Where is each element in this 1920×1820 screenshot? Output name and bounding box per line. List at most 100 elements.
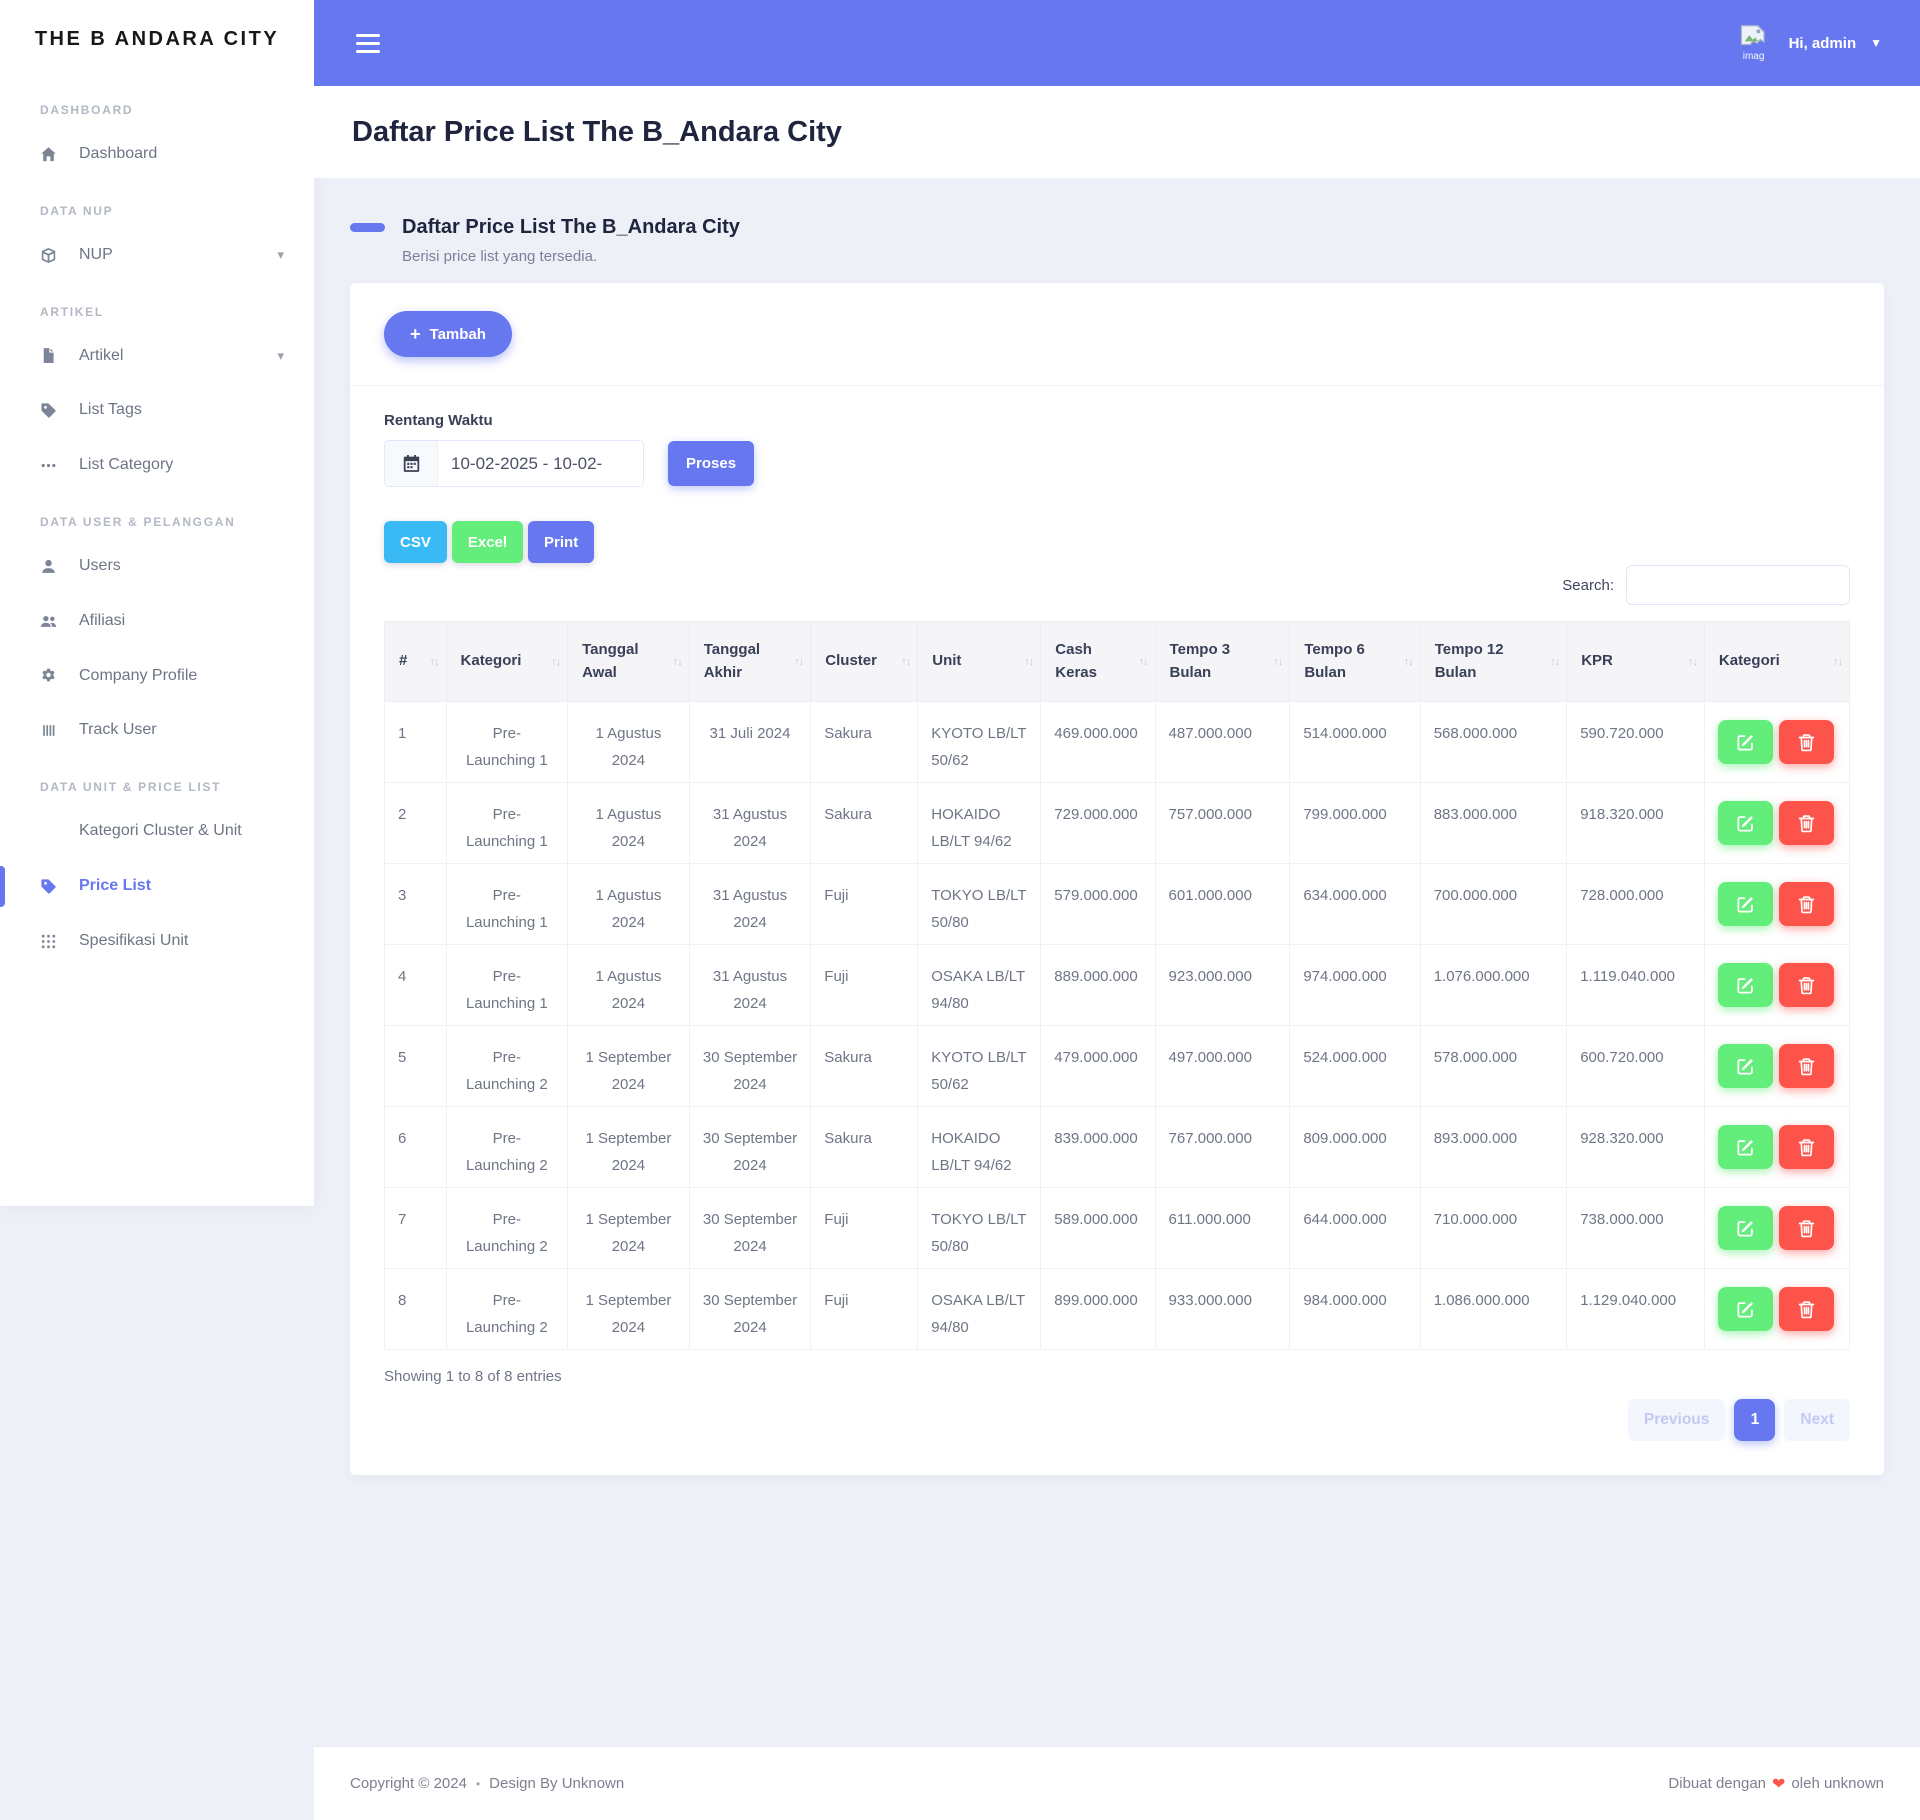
cell-cluster: Sakura <box>810 1106 919 1188</box>
column-header-kategori[interactable]: Kategori ↑↓ <box>445 621 569 702</box>
delete-button[interactable] <box>1778 1044 1834 1088</box>
user-dropdown[interactable]: imag Hi, admin ▼ <box>1733 20 1882 66</box>
cell-kpr: 590.720.000 <box>1566 701 1705 783</box>
cell-unit: HOKAIDO LB/LT 94/62 <box>917 1106 1042 1188</box>
edit-button[interactable] <box>1717 720 1773 764</box>
cell-tempo-12: 578.000.000 <box>1419 1025 1568 1107</box>
pagination-next-button[interactable]: Next <box>1784 1399 1850 1441</box>
cell-no: 7 <box>384 1187 447 1269</box>
column-header-tempo-6-bulan[interactable]: Tempo 6 Bulan ↑↓ <box>1289 621 1421 702</box>
delete-button[interactable] <box>1778 1287 1834 1331</box>
cell-tempo-6: 799.000.000 <box>1289 782 1421 864</box>
cell-tanggal-awal: 1 September 2024 <box>567 1106 690 1188</box>
sidebar-item-price-list[interactable]: Price List <box>0 859 314 914</box>
edit-button[interactable] <box>1717 1206 1773 1250</box>
edit-button[interactable] <box>1717 1044 1773 1088</box>
process-button[interactable]: Proses <box>668 441 755 486</box>
delete-button[interactable] <box>1778 801 1834 845</box>
print-export-button[interactable]: Print <box>528 521 595 563</box>
sidebar-item-spesifikasi-unit[interactable]: Spesifikasi Unit <box>0 914 314 969</box>
column-header-label: Tanggal Akhir <box>703 641 761 681</box>
card-body: Rentang Waktu Proses <box>350 386 1884 1475</box>
cell-tempo-3: 497.000.000 <box>1154 1025 1291 1107</box>
page-footer: Copyright © 2024 • Design By Unknown Dib… <box>314 1746 1920 1820</box>
brand-logo[interactable]: THE B ANDARA CITY <box>34 28 280 50</box>
cell-kpr: 600.720.000 <box>1566 1025 1705 1107</box>
column-header-tempo-3-bulan[interactable]: Tempo 3 Bulan ↑↓ <box>1154 621 1291 702</box>
credit-suffix: oleh unknown <box>1791 1775 1884 1792</box>
sidebar-item-list-tags[interactable]: List Tags <box>0 383 314 438</box>
cell-tempo-12: 893.000.000 <box>1419 1106 1568 1188</box>
users-icon <box>40 613 63 630</box>
edit-button[interactable] <box>1717 963 1773 1007</box>
edit-button[interactable] <box>1717 1287 1773 1331</box>
column-header-unit[interactable]: Unit ↑↓ <box>917 621 1042 702</box>
add-button-label: Tambah <box>429 325 486 343</box>
sort-icon: ↑↓ <box>794 655 804 668</box>
page-title: Daftar Price List The B_Andara City <box>352 115 842 148</box>
column-header-tanggal-awal[interactable]: Tanggal Awal ↑↓ <box>567 621 690 702</box>
cell-no: 4 <box>384 944 447 1026</box>
cell-cluster: Sakura <box>810 701 919 783</box>
sidebar-item-list-category[interactable]: List Category <box>0 438 314 493</box>
sort-icon: ↑↓ <box>1550 655 1560 668</box>
sidebar-item-nup[interactable]: NUP ▾ <box>0 228 314 283</box>
cell-kategori: Pre-Launching 2 <box>445 1106 569 1188</box>
date-range-input[interactable] <box>438 441 643 486</box>
top-navbar: imag Hi, admin ▼ <box>314 0 1920 86</box>
column-header-cluster[interactable]: Cluster ↑↓ <box>810 621 919 702</box>
sidebar-item-kategori-cluster-unit[interactable]: Kategori Cluster & Unit <box>0 804 314 859</box>
pagination-page-1-button[interactable]: 1 <box>1734 1399 1776 1441</box>
delete-button[interactable] <box>1778 882 1834 926</box>
edit-icon <box>1736 976 1755 995</box>
column-header-kpr[interactable]: KPR ↑↓ <box>1566 621 1705 702</box>
excel-export-button[interactable]: Excel <box>451 521 524 563</box>
trash-icon <box>1797 1057 1816 1076</box>
sidebar-item-afiliasi[interactable]: Afiliasi <box>0 594 314 649</box>
column-header-kategori-aksi[interactable]: Kategori ↑↓ <box>1703 621 1851 702</box>
column-header-tanggal-akhir[interactable]: Tanggal Akhir ↑↓ <box>688 621 812 702</box>
sidebar-item-label: Price List <box>79 876 152 894</box>
cell-no: 2 <box>384 782 447 864</box>
search-input[interactable] <box>1626 565 1850 605</box>
cell-tempo-3: 601.000.000 <box>1154 863 1291 945</box>
edit-button[interactable] <box>1717 1125 1773 1169</box>
column-header-cash-keras[interactable]: Cash Keras ↑↓ <box>1040 621 1156 702</box>
price-list-table: # ↑↓ Kategori ↑↓ Tanggal Awal ↑↓ Tanggal Akhir… <box>384 621 1851 1350</box>
csv-export-button[interactable]: CSV <box>384 521 447 563</box>
cell-no: 8 <box>384 1268 447 1350</box>
chevron-down-icon: ▾ <box>277 247 284 263</box>
sort-icon: ↑↓ <box>672 655 683 668</box>
edit-button[interactable] <box>1717 882 1773 926</box>
column-header-no[interactable]: # ↑↓ <box>384 621 447 702</box>
delete-button[interactable] <box>1778 963 1834 1007</box>
sidebar-section-label-data-nup: DATA NUP <box>40 203 114 218</box>
cell-kategori: Pre-Launching 1 <box>445 782 569 864</box>
footer-credit: Dibuat dengan ❤ oleh unknown <box>1668 1774 1884 1794</box>
sidebar-item-track-user[interactable]: Track User <box>0 703 314 758</box>
pagination: Previous 1 Next <box>384 1399 1850 1441</box>
delete-button[interactable] <box>1778 720 1834 764</box>
pagination-previous-button[interactable]: Previous <box>1627 1399 1726 1441</box>
cell-tempo-3: 923.000.000 <box>1154 944 1291 1026</box>
sidebar-item-company-profile[interactable]: Company Profile <box>0 649 314 704</box>
sidebar-item-artikel[interactable]: Artikel ▾ <box>0 329 314 384</box>
sort-icon: ↑↓ <box>1138 655 1149 668</box>
trash-icon <box>1797 1300 1816 1319</box>
card-header: + Tambah <box>350 283 1884 386</box>
cell-no: 6 <box>384 1106 447 1188</box>
edit-icon <box>1736 1219 1755 1238</box>
cell-tanggal-akhir: 30 September 2024 <box>688 1187 812 1269</box>
delete-button[interactable] <box>1778 1125 1834 1169</box>
delete-button[interactable] <box>1778 1206 1834 1250</box>
edit-button[interactable] <box>1717 801 1773 845</box>
cell-kategori: Pre-Launching 2 <box>445 1187 569 1269</box>
sidebar-item-dashboard[interactable]: Dashboard <box>0 127 314 182</box>
hamburger-menu-icon[interactable] <box>352 30 384 57</box>
sidebar-nav: DASHBOARD Dashboard DATA NUP NUP ▾ ARTIKEL Art… <box>0 81 314 969</box>
cell-tempo-3: 487.000.000 <box>1154 701 1291 783</box>
column-header-tempo-12-bulan[interactable]: Tempo 12 Bulan ↑↓ <box>1419 621 1568 702</box>
sidebar-item-users[interactable]: Users <box>0 539 314 594</box>
add-button[interactable]: + Tambah <box>384 311 512 357</box>
